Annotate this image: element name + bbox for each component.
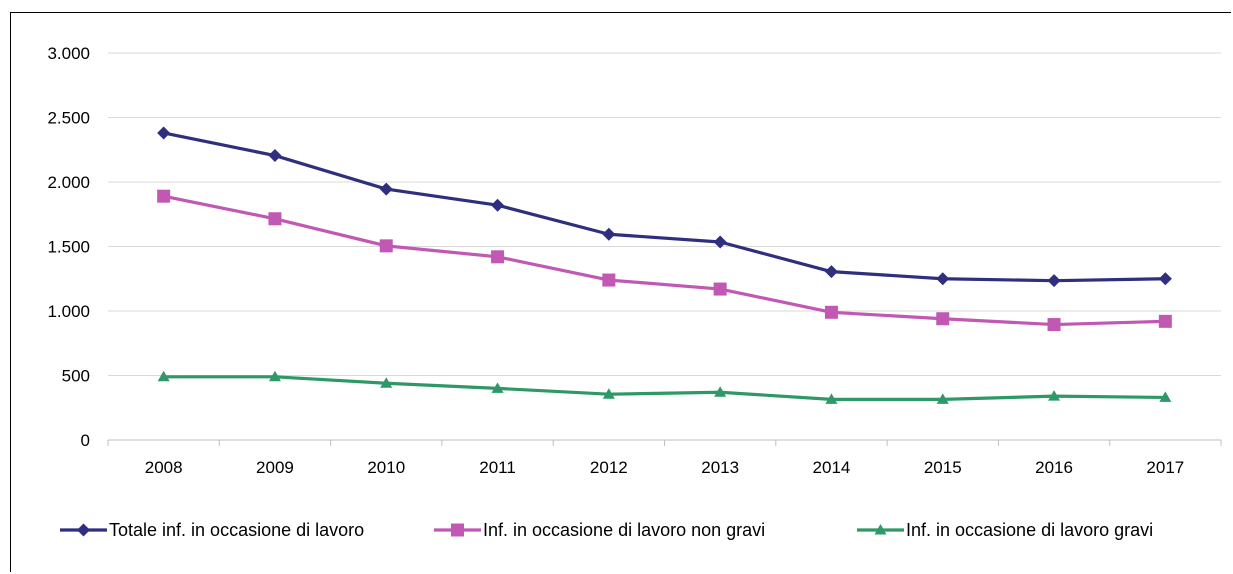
data-point (936, 272, 950, 286)
data-point (602, 273, 616, 287)
legend-label: Inf. in occasione di lavoro non gravi (483, 520, 765, 540)
y-tick-label: 1.500 (47, 238, 90, 257)
legend: Totale inf. in occasione di lavoro Inf. i… (60, 520, 1153, 540)
data-point (268, 149, 282, 163)
x-tick-label: 2016 (1035, 458, 1073, 477)
x-tick-label: 2015 (924, 458, 962, 477)
axes (107, 439, 1222, 446)
y-tick-label: 1.000 (47, 302, 90, 321)
legend-marker (77, 523, 90, 537)
x-tick-label: 2010 (367, 458, 405, 477)
data-point (1158, 314, 1172, 328)
grid-lines (108, 52, 1221, 376)
x-axis-ticks: 2008 2009 2010 2011 2012 2013 2014 2015 2016 2017 (145, 458, 1185, 477)
data-point (379, 239, 393, 253)
series-line (163, 131, 1166, 283)
x-tick-label: 2014 (813, 458, 851, 477)
x-tick-label: 2017 (1146, 458, 1184, 477)
y-tick-label: 3.000 (47, 44, 90, 63)
x-tick-label: 2013 (701, 458, 739, 477)
legend-marker (874, 524, 887, 535)
data-point (824, 265, 838, 279)
chart-frame (10, 12, 1231, 572)
legend-item: Inf. in occasione di lavoro gravi (857, 520, 1153, 540)
y-tick-label: 2.500 (47, 109, 90, 128)
x-tick-label: 2012 (590, 458, 628, 477)
data-point (268, 370, 281, 382)
series-line (163, 375, 1166, 401)
legend-item: Totale inf. in occasione di lavoro (60, 520, 364, 540)
y-tick-label: 0 (81, 431, 90, 450)
data-point (268, 212, 282, 226)
data-point (491, 382, 504, 393)
x-tick-label: 2009 (256, 458, 294, 477)
data-point (1047, 274, 1061, 288)
data-point (936, 393, 949, 404)
data-point (157, 126, 171, 140)
series-2 (157, 189, 1172, 332)
y-tick-label: 500 (62, 367, 90, 386)
y-tick-label: 2.000 (47, 173, 90, 192)
data-point (1159, 391, 1172, 402)
data-point (379, 182, 393, 196)
data-point (491, 250, 505, 264)
data-point (1158, 272, 1172, 286)
x-tick-label: 2011 (479, 458, 516, 477)
data-point (602, 227, 616, 241)
data-point (936, 312, 950, 326)
data-point (1047, 318, 1061, 332)
legend-label: Inf. in occasione di lavoro gravi (906, 520, 1153, 540)
data-point (713, 282, 727, 296)
data-point (157, 189, 171, 203)
x-tick-label: 2008 (145, 458, 183, 477)
data-point (713, 235, 727, 249)
series-3 (157, 370, 1172, 404)
legend-item: Inf. in occasione di lavoro non gravi (434, 520, 765, 540)
series-group (157, 126, 1172, 404)
legend-label: Totale inf. in occasione di lavoro (109, 520, 364, 540)
data-point (825, 393, 838, 404)
series-1 (157, 126, 1172, 288)
data-point (714, 386, 727, 397)
data-point (602, 388, 615, 399)
data-point (1048, 390, 1061, 401)
y-axis-ticks: 0 500 1.000 1.500 2.000 2.500 3.000 (47, 44, 90, 450)
data-point (824, 305, 838, 319)
data-point (380, 377, 393, 388)
data-point (157, 370, 170, 382)
legend-marker (451, 523, 464, 537)
series-line (163, 194, 1166, 327)
data-point (491, 198, 505, 212)
